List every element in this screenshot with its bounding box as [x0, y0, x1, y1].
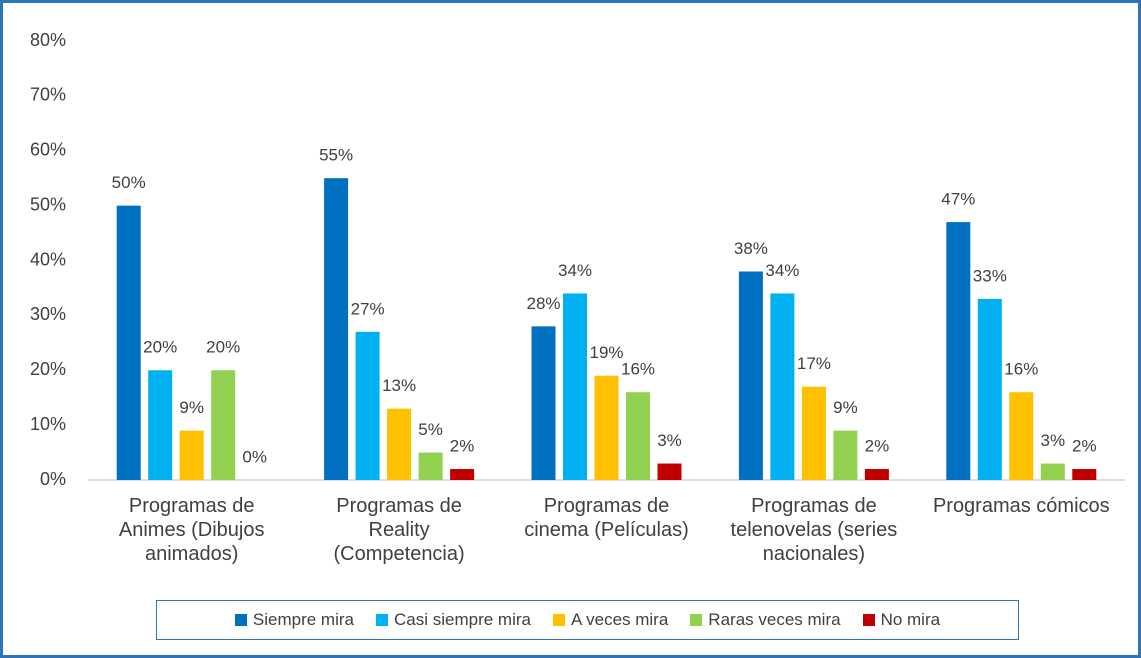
y-tick-label: 40%	[30, 249, 66, 269]
value-label: 33%	[973, 266, 1007, 285]
bar	[116, 205, 141, 480]
value-label: 16%	[621, 360, 655, 379]
bar	[1009, 392, 1034, 480]
value-label: 34%	[765, 261, 799, 280]
x-tick-label: Programas cómicos	[932, 495, 1110, 517]
bar	[864, 469, 889, 480]
x-tick-label: Programas de cinema (Películas)	[524, 495, 689, 541]
x-tick-label: Programas de Animes (Dibujos animados)	[118, 495, 265, 565]
bar	[770, 293, 795, 480]
y-tick-label: 20%	[30, 359, 66, 379]
bar	[946, 222, 971, 480]
value-label: 20%	[206, 338, 240, 357]
value-label: 3%	[657, 431, 682, 450]
legend-label: Siempre mira	[252, 610, 354, 629]
bar	[387, 408, 412, 480]
bar	[738, 271, 763, 480]
y-tick-label: 0%	[40, 469, 66, 489]
value-label: 2%	[1072, 437, 1097, 456]
y-tick-label: 60%	[30, 140, 66, 160]
value-label: 28%	[526, 294, 560, 313]
bar	[211, 370, 236, 480]
value-label: 13%	[382, 376, 416, 395]
bar	[355, 331, 380, 480]
value-label: 38%	[734, 239, 768, 258]
x-tick-label: Programas de telenovelas (series naciona…	[730, 495, 898, 565]
bar	[531, 326, 556, 480]
bar	[833, 430, 858, 480]
bar	[801, 386, 826, 480]
bar	[563, 293, 587, 480]
y-tick-label: 30%	[30, 304, 66, 324]
legend-item: Siempre mira	[234, 610, 354, 630]
legend-label: Raras veces mira	[708, 610, 841, 629]
bar	[977, 298, 1002, 480]
legend-item: Raras veces mira	[690, 610, 841, 630]
bar	[450, 469, 475, 480]
legend-item: A veces mira	[552, 610, 669, 630]
bar	[626, 392, 650, 480]
value-label: 50%	[112, 173, 146, 192]
legend-item: No mira	[862, 610, 941, 630]
value-label: 5%	[418, 420, 443, 439]
legend: Siempre mira Casi siempre mira A veces mir…	[156, 600, 1019, 640]
value-label: 9%	[179, 398, 204, 417]
bar	[418, 452, 443, 480]
value-label: 0%	[242, 447, 267, 466]
value-label: 47%	[941, 190, 975, 209]
legend-label: No mira	[880, 610, 941, 629]
value-label: 3%	[1041, 431, 1066, 450]
value-label: 16%	[1004, 360, 1038, 379]
bar	[148, 370, 173, 480]
legend-swatch	[862, 614, 875, 626]
legend-label: Casi siempre mira	[394, 610, 531, 629]
y-tick-label: 50%	[30, 194, 66, 214]
bar	[179, 430, 204, 480]
legend-swatch	[690, 614, 703, 626]
legend-swatch	[234, 614, 247, 626]
value-label: 27%	[351, 299, 385, 318]
value-label: 9%	[833, 398, 858, 417]
bar	[1072, 469, 1097, 480]
bar	[324, 178, 349, 480]
value-label: 20%	[143, 338, 177, 357]
value-label: 2%	[865, 437, 890, 456]
legend-swatch	[552, 614, 565, 626]
legend-item: Casi siempre mira	[376, 610, 531, 630]
bar	[657, 463, 682, 480]
bar	[1040, 463, 1065, 480]
y-tick-label: 80%	[30, 30, 66, 50]
value-label: 17%	[797, 354, 831, 373]
bar	[594, 375, 619, 480]
legend-label: A veces mira	[570, 610, 669, 629]
value-label: 34%	[558, 261, 592, 280]
value-label: 55%	[319, 146, 353, 165]
y-tick-label: 70%	[30, 85, 66, 105]
y-tick-label: 10%	[30, 414, 66, 434]
value-label: 2%	[450, 437, 475, 456]
legend-swatch	[376, 614, 388, 626]
value-label: 19%	[589, 343, 623, 362]
x-tick-label: Programas de Reality (Competencia)	[333, 495, 465, 565]
